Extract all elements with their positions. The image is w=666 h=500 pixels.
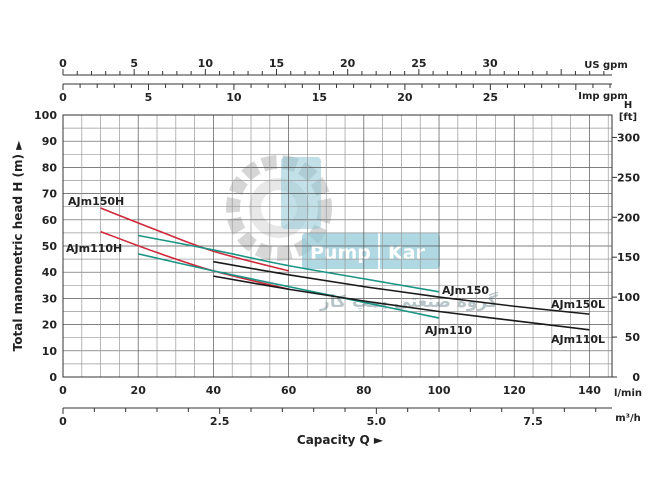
series-label-ajm110: AJm110 — [425, 324, 472, 337]
x-axis-label: Capacity Q ► — [297, 433, 384, 447]
right-tick-label: 250 — [617, 171, 640, 184]
lmin-tick-label: 80 — [356, 384, 372, 397]
watermark-brand-right: Kar — [388, 242, 426, 264]
lmin-tick-label: 0 — [59, 384, 67, 397]
plot-frame — [62, 114, 613, 378]
watermark-pipe — [281, 157, 321, 229]
right-tick-label: 150 — [617, 251, 640, 264]
right-tick-label: 0 — [632, 371, 640, 384]
bottom-axis-lmin: 0 20 40 60 80 100 120 140 — [59, 384, 601, 397]
series-line-ajm150 — [138, 234, 440, 293]
usgpm-tick-label: 25 — [411, 57, 426, 70]
lmin-tick-label: 60 — [281, 384, 297, 397]
right-axis-unit: H [ft] — [619, 100, 637, 123]
m3h-tick-label: 5.0 — [367, 415, 387, 428]
lmin-tick-label: 40 — [206, 384, 222, 397]
watermark-banner — [302, 233, 440, 269]
lmin-tick-label: 140 — [578, 384, 601, 397]
lmin-tick-label: 120 — [503, 384, 526, 397]
grid — [62, 114, 612, 378]
y-axis-label: Total manometric head H (m) ► — [11, 140, 25, 351]
impgpm-tick-label: 15 — [312, 91, 327, 104]
series-line-ajm150l — [213, 260, 590, 315]
usgpm-unit-label: US gpm — [584, 60, 628, 71]
left-tick-label: 30 — [42, 292, 58, 305]
lmin-tick-label: 100 — [428, 384, 451, 397]
left-tick-label: 20 — [42, 319, 58, 332]
series-label-ajm110h: AJm110H — [66, 242, 122, 255]
impgpm-tick-label: 5 — [145, 91, 153, 104]
left-tick-label: 100 — [34, 109, 57, 122]
series-labels: AJm150H AJm110H AJm150 AJm110 AJm150L AJm110L — [66, 195, 605, 346]
series-label-ajm110l: AJm110L — [551, 333, 605, 346]
left-tick-label: 70 — [42, 188, 58, 201]
m3h-tick-label: 0 — [59, 415, 67, 428]
left-tick-label: 90 — [42, 135, 58, 148]
m3h-tick-label: 7.5 — [523, 415, 543, 428]
series-label-ajm150l: AJm150L — [551, 298, 605, 311]
left-tick-label: 0 — [49, 371, 57, 384]
usgpm-tick-label: 15 — [269, 57, 284, 70]
series-label-ajm150: AJm150 — [442, 284, 489, 297]
series-line-ajm110 — [138, 253, 440, 319]
plot-border — [62, 114, 613, 378]
impgpm-tick-label: 0 — [59, 91, 67, 104]
lmin-unit-label: l/min — [614, 388, 642, 399]
left-tick-label: 50 — [42, 240, 58, 253]
right-tick-label: 100 — [617, 291, 640, 304]
watermark-brand-left: Pump — [310, 242, 371, 264]
top-axis-usgpm: 0 5 10 15 20 25 30 — [59, 57, 612, 76]
usgpm-tick-label: 10 — [198, 57, 214, 70]
impgpm-unit-label: Imp gpm — [578, 91, 628, 102]
impgpm-tick-label: 10 — [226, 91, 242, 104]
series-lines — [100, 207, 590, 331]
top-axis-impgpm: 0 5 10 15 20 25 — [59, 83, 612, 104]
series-line-ajm110h — [100, 230, 289, 291]
series-label-ajm150h: AJm150H — [68, 195, 124, 208]
impgpm-tick-label: 20 — [397, 91, 413, 104]
usgpm-tick-label: 0 — [59, 57, 67, 70]
left-tick-label: 60 — [42, 214, 58, 227]
m3h-unit-label: m³/h — [615, 413, 641, 424]
left-axis-ticks: 0 10 20 30 40 50 60 70 80 90 100 — [34, 109, 57, 384]
usgpm-tick-label: 30 — [482, 57, 498, 70]
series-line-ajm110l — [213, 275, 590, 331]
m3h-tick-label: 2.5 — [210, 415, 230, 428]
impgpm-tick-label: 25 — [483, 91, 498, 104]
usgpm-tick-label: 20 — [340, 57, 356, 70]
usgpm-tick-label: 5 — [130, 57, 138, 70]
bottom-axis-m3h: 0 2.5 5.0 7.5 — [59, 407, 612, 428]
right-tick-label: 200 — [617, 211, 640, 224]
right-tick-label: 300 — [617, 131, 640, 144]
right-tick-label: 50 — [625, 331, 641, 344]
left-tick-label: 80 — [42, 161, 58, 174]
left-tick-label: 10 — [42, 345, 58, 358]
lmin-tick-label: 20 — [131, 384, 147, 397]
left-tick-label: 40 — [42, 266, 58, 279]
series-line-ajm150h — [100, 207, 289, 272]
right-axis-ticks: 0 50 100 150 200 250 300 — [612, 131, 640, 384]
